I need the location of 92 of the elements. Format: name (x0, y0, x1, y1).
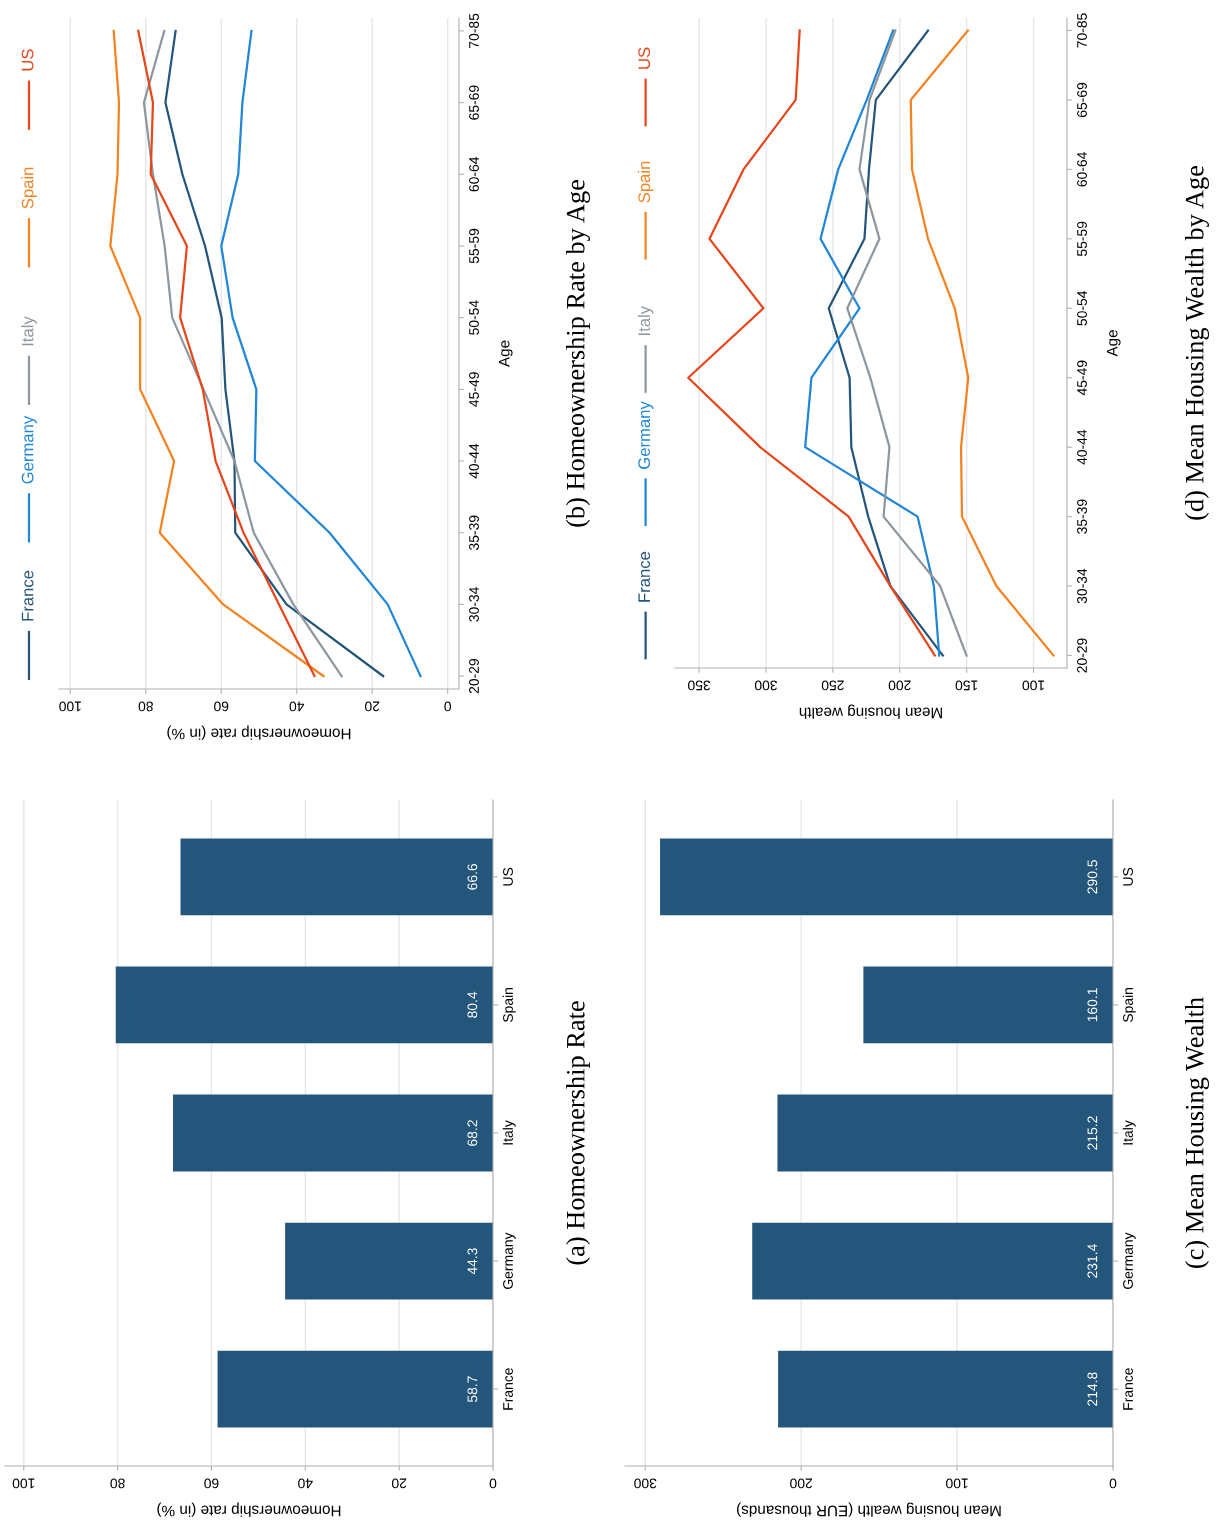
text: Italy (21, 316, 37, 346)
y-tick-label: US (503, 867, 513, 886)
y-tick-label: 35-39 (1077, 499, 1087, 534)
y-tick-label: Spain (502, 988, 516, 1023)
y-tick-label: Germany (503, 1232, 516, 1289)
x-tick-label: 300 (754, 680, 778, 691)
x-tick-label: 80 (138, 701, 153, 712)
y-tick-label: 60-64 (469, 156, 479, 192)
x-tick-label: 40 (289, 701, 305, 712)
text: (c) Mean Housing Wealth (1185, 997, 1209, 1268)
data-label: 290.5 (1087, 860, 1098, 894)
y-tick-label: 45-49 (469, 372, 479, 407)
y-tick-label: France (1123, 1368, 1133, 1410)
bar (660, 838, 1113, 916)
y-axis-title: Age (1106, 330, 1121, 357)
y-tick-label: 70-85 (1077, 13, 1087, 48)
bar (752, 1222, 1113, 1300)
text: Germany (638, 401, 654, 469)
y-tick-label: 60-64 (1077, 152, 1087, 187)
bar (778, 1350, 1113, 1428)
x-tick-label: 100 (12, 1478, 35, 1489)
data-label: 44.3 (467, 1248, 478, 1275)
x-tick-label: 150 (955, 680, 978, 691)
y-tick-label: 35-39 (469, 515, 479, 550)
data-label: 215.2 (1087, 1116, 1098, 1150)
x-tick-label: 200 (790, 1478, 813, 1489)
y-tick-label: 55-59 (469, 228, 479, 264)
x-tick-label: 200 (888, 680, 911, 691)
data-label: 214.8 (1087, 1372, 1098, 1406)
bar (777, 1094, 1113, 1172)
data-label: 66.6 (467, 863, 478, 890)
y-tick-label: 40-44 (1077, 429, 1087, 465)
y-tick-label: 65-69 (469, 85, 479, 120)
text: France (638, 551, 651, 602)
text: Germany (21, 415, 37, 484)
text: France (21, 570, 34, 621)
y-tick-label: 65-69 (1077, 82, 1087, 117)
y-tick-label: 50-54 (1077, 290, 1087, 326)
y-tick-label: France (503, 1368, 513, 1410)
bar (217, 1350, 493, 1428)
y-tick-label: Germany (1123, 1232, 1136, 1289)
x-tick-label: 40 (298, 1478, 313, 1489)
x-tick-label: 300 (634, 1478, 657, 1489)
y-tick-label: 20-29 (469, 658, 479, 694)
text: US (638, 47, 651, 69)
x-axis-title: Mean housing wealth (799, 704, 942, 719)
y-tick-label: US (1123, 867, 1133, 886)
x-tick-label: 100 (946, 1478, 968, 1489)
data-label: 68.2 (467, 1120, 478, 1146)
text: (b) Homeownership Rate by Age (566, 179, 590, 527)
y-tick-label: 30-34 (469, 587, 479, 622)
x-axis-title: Homeownership rate (in %) (167, 725, 351, 740)
x-tick-label: 100 (59, 701, 81, 712)
y-tick-label: Italy (502, 1120, 516, 1145)
x-axis-title: Mean housing wealth (EUR thousands) (737, 1502, 1001, 1517)
x-tick-label: 100 (1022, 680, 1045, 691)
bar (863, 966, 1113, 1044)
y-axis-title: Age (498, 340, 513, 368)
y-tick-label: 30-34 (1077, 568, 1087, 604)
x-tick-label: 80 (110, 1478, 125, 1489)
y-tick-label: Italy (1122, 1120, 1136, 1145)
x-tick-label: 20 (391, 1478, 407, 1489)
text: Spain (21, 167, 37, 209)
x-tick-label: 0 (489, 1478, 497, 1489)
data-label: 160.1 (1087, 988, 1098, 1022)
text: (a) Homeownership Rate (566, 1001, 590, 1265)
x-tick-label: 0 (444, 701, 451, 712)
text: (d) Mean Housing Wealth by Age (1185, 166, 1209, 520)
x-tick-label: 60 (214, 701, 229, 712)
bar (172, 1094, 493, 1172)
bar (180, 838, 493, 916)
text: Spain (637, 161, 654, 203)
y-tick-label: 55-59 (1077, 221, 1087, 257)
y-tick-label: 20-29 (1077, 638, 1087, 673)
x-tick-label: 0 (1109, 1478, 1117, 1489)
text: US (21, 49, 34, 71)
y-tick-label: 40-44 (469, 443, 479, 479)
y-tick-label: 70-85 (469, 13, 479, 48)
x-tick-label: 60 (204, 1478, 219, 1489)
data-label: 58.7 (467, 1376, 478, 1403)
x-tick-label: 20 (365, 701, 380, 712)
text: Italy (637, 305, 654, 335)
x-tick-label: 250 (821, 680, 844, 691)
data-label: 231.4 (1087, 1244, 1098, 1278)
bar (285, 1222, 493, 1300)
data-label: 80.4 (467, 991, 478, 1018)
y-tick-label: 50-54 (469, 300, 479, 335)
y-tick-label: Spain (1122, 988, 1136, 1023)
bar (115, 966, 493, 1044)
x-tick-label: 350 (688, 680, 711, 691)
x-axis-title: Homeownership rate (in %) (157, 1502, 341, 1517)
y-tick-label: 45-49 (1077, 360, 1087, 396)
